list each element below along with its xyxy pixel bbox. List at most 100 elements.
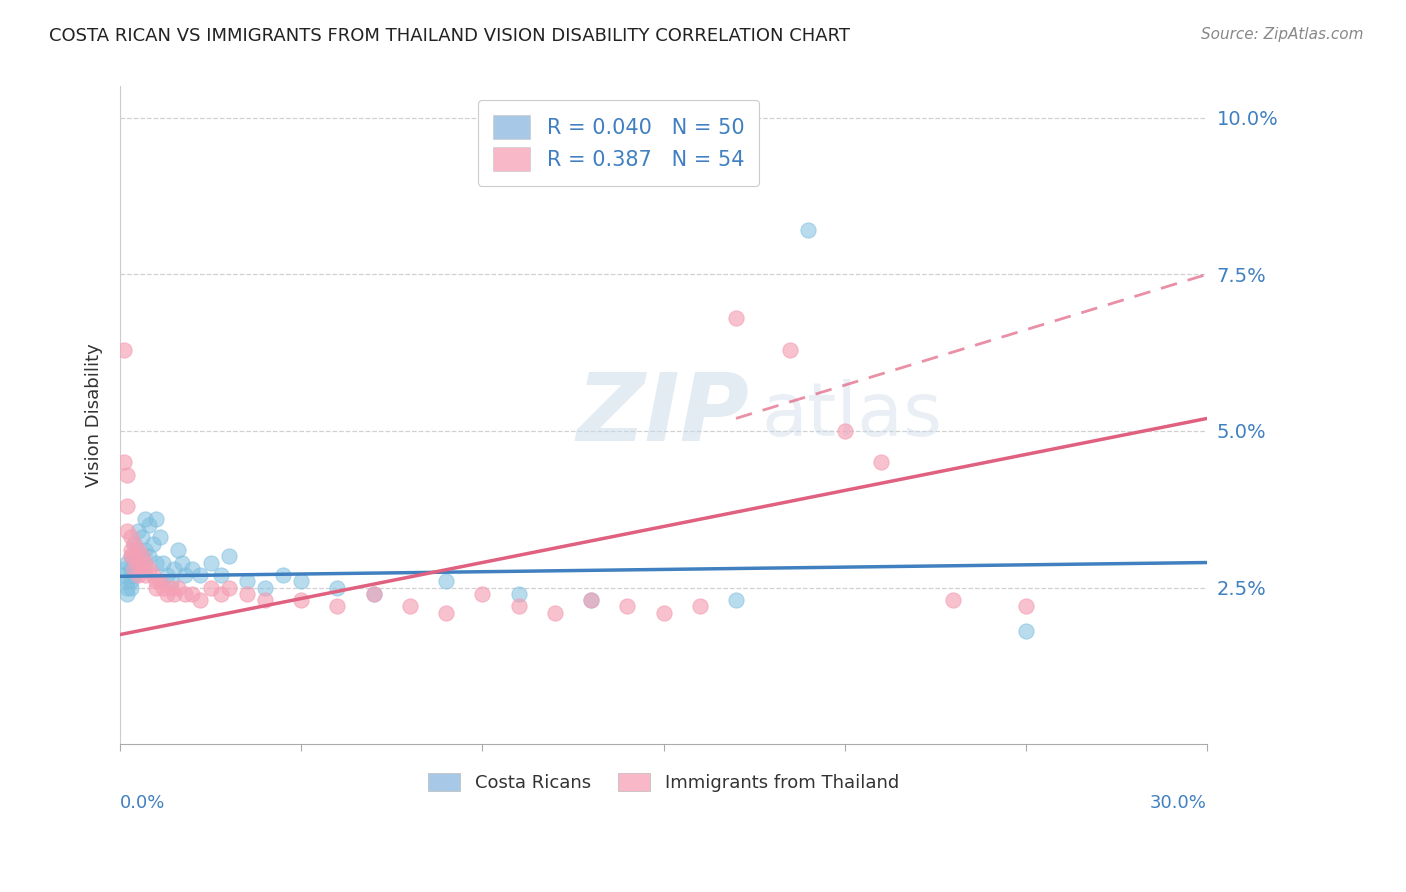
Point bbox=[120, 562, 142, 576]
Point bbox=[145, 511, 167, 525]
Point bbox=[152, 556, 174, 570]
Point bbox=[326, 599, 349, 614]
Point bbox=[290, 574, 312, 589]
Point bbox=[271, 568, 294, 582]
Point bbox=[797, 223, 820, 237]
Point bbox=[124, 562, 146, 576]
Point bbox=[544, 606, 567, 620]
Point bbox=[127, 556, 149, 570]
Point bbox=[120, 549, 142, 564]
Text: atlas: atlas bbox=[761, 379, 942, 451]
Point bbox=[112, 562, 135, 576]
Legend: Costa Ricans, Immigrants from Thailand: Costa Ricans, Immigrants from Thailand bbox=[419, 764, 908, 801]
Point bbox=[127, 562, 149, 576]
Point bbox=[236, 587, 259, 601]
Point bbox=[253, 581, 276, 595]
Point bbox=[689, 599, 711, 614]
Point bbox=[290, 593, 312, 607]
Point bbox=[870, 455, 893, 469]
Point bbox=[127, 524, 149, 539]
Point bbox=[434, 574, 457, 589]
Point bbox=[1015, 599, 1038, 614]
Point bbox=[170, 556, 193, 570]
Point bbox=[142, 568, 165, 582]
Point bbox=[115, 524, 138, 539]
Point bbox=[124, 568, 146, 582]
Point bbox=[124, 556, 146, 570]
Point bbox=[579, 593, 602, 607]
Point bbox=[127, 543, 149, 558]
Point bbox=[134, 543, 156, 558]
Point bbox=[115, 467, 138, 482]
Point bbox=[115, 581, 138, 595]
Y-axis label: Vision Disability: Vision Disability bbox=[86, 343, 103, 487]
Point bbox=[163, 562, 186, 576]
Point bbox=[159, 581, 181, 595]
Point bbox=[652, 606, 675, 620]
Point bbox=[167, 543, 190, 558]
Point bbox=[1015, 624, 1038, 639]
Point bbox=[218, 581, 240, 595]
Point bbox=[508, 599, 530, 614]
Point bbox=[120, 574, 142, 589]
Point bbox=[127, 568, 149, 582]
Point bbox=[115, 587, 138, 601]
Point bbox=[363, 587, 385, 601]
Point bbox=[138, 549, 160, 564]
Point bbox=[200, 581, 222, 595]
Point bbox=[579, 593, 602, 607]
Point bbox=[724, 593, 747, 607]
Point bbox=[120, 581, 142, 595]
Point bbox=[188, 568, 211, 582]
Point bbox=[134, 568, 156, 582]
Point bbox=[779, 343, 801, 357]
Point bbox=[156, 587, 179, 601]
Point bbox=[159, 574, 181, 589]
Point bbox=[326, 581, 349, 595]
Point bbox=[131, 549, 153, 564]
Point bbox=[508, 587, 530, 601]
Point bbox=[181, 587, 204, 601]
Text: COSTA RICAN VS IMMIGRANTS FROM THAILAND VISION DISABILITY CORRELATION CHART: COSTA RICAN VS IMMIGRANTS FROM THAILAND … bbox=[49, 27, 851, 45]
Point bbox=[131, 531, 153, 545]
Point bbox=[127, 543, 149, 558]
Point bbox=[149, 574, 172, 589]
Point bbox=[156, 568, 179, 582]
Point bbox=[209, 587, 232, 601]
Point bbox=[115, 499, 138, 513]
Point bbox=[174, 587, 197, 601]
Point bbox=[131, 549, 153, 564]
Point bbox=[152, 581, 174, 595]
Point bbox=[434, 606, 457, 620]
Point bbox=[112, 568, 135, 582]
Point bbox=[138, 517, 160, 532]
Point bbox=[138, 562, 160, 576]
Point bbox=[120, 531, 142, 545]
Text: ZIP: ZIP bbox=[576, 369, 749, 461]
Point bbox=[145, 556, 167, 570]
Point bbox=[124, 537, 146, 551]
Point bbox=[724, 311, 747, 326]
Text: Source: ZipAtlas.com: Source: ZipAtlas.com bbox=[1201, 27, 1364, 42]
Point bbox=[124, 549, 146, 564]
Point bbox=[253, 593, 276, 607]
Point bbox=[616, 599, 638, 614]
Point bbox=[134, 556, 156, 570]
Point bbox=[167, 581, 190, 595]
Point bbox=[218, 549, 240, 564]
Point bbox=[188, 593, 211, 607]
Point bbox=[142, 537, 165, 551]
Point bbox=[163, 587, 186, 601]
Point bbox=[124, 537, 146, 551]
Point bbox=[112, 343, 135, 357]
Point bbox=[115, 556, 138, 570]
Point bbox=[200, 556, 222, 570]
Point bbox=[834, 424, 856, 438]
Point bbox=[145, 574, 167, 589]
Point bbox=[399, 599, 422, 614]
Point bbox=[363, 587, 385, 601]
Point bbox=[145, 581, 167, 595]
Text: 0.0%: 0.0% bbox=[120, 795, 166, 813]
Point bbox=[942, 593, 965, 607]
Point bbox=[209, 568, 232, 582]
